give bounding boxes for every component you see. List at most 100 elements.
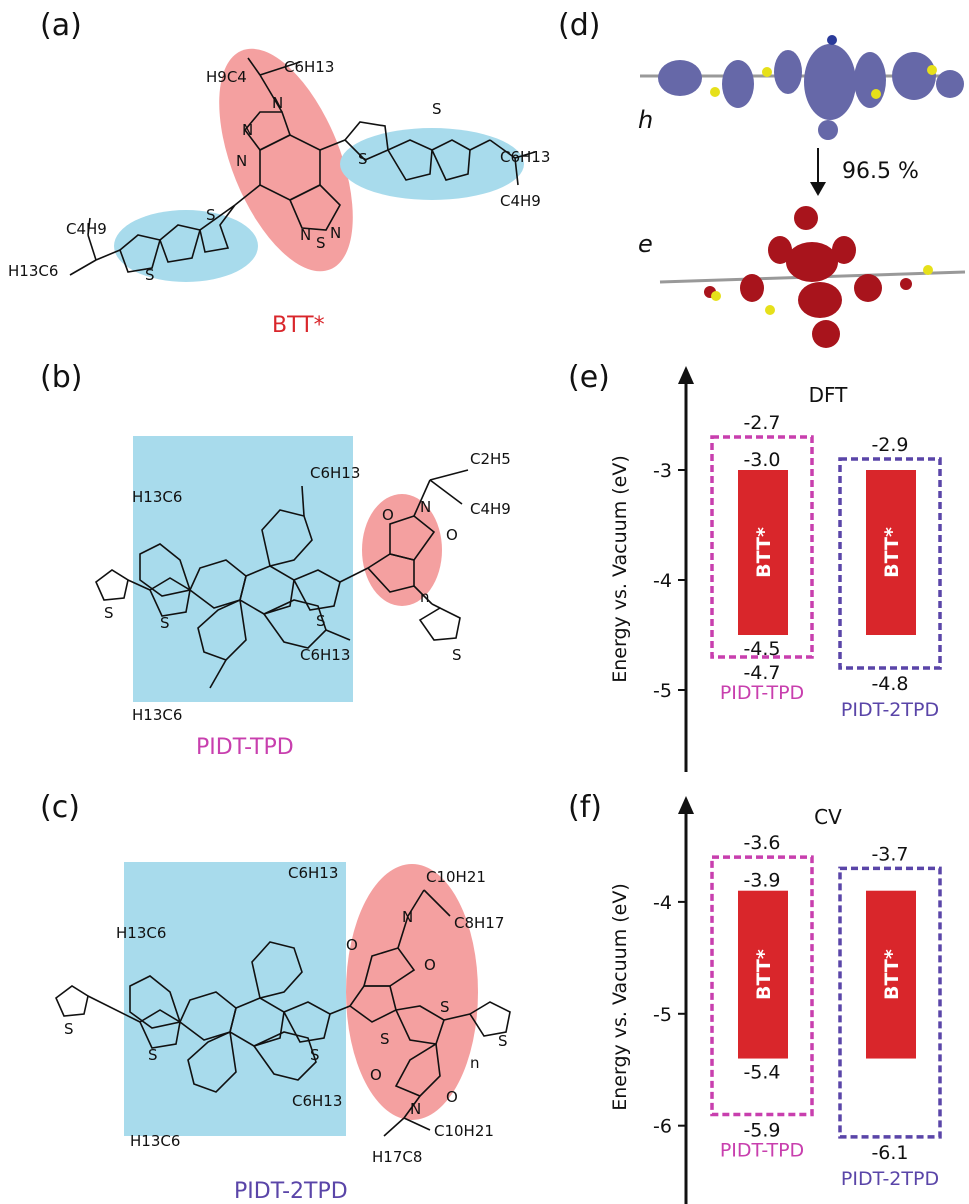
donor-homo-label-1: -6.1 — [871, 1142, 908, 1164]
y-axis-label: Energy vs. Vacuum (eV) — [609, 883, 631, 1111]
svg-text:S: S — [316, 234, 326, 252]
donor-box-0 — [710, 855, 814, 1117]
pidt-2tpd-molecule-diagram: S S S S S S O O O O N N n C6H13 H13C6 C6… — [55, 862, 511, 1204]
acceptor-name-1: BTT* — [881, 527, 903, 578]
donor-lumo-label-0: -2.7 — [743, 412, 780, 434]
donor-homo-label-0: -4.7 — [743, 662, 780, 684]
donor-lumo-label-0: -3.6 — [743, 832, 780, 854]
pidt-tpd-name-label: PIDT-TPD — [196, 735, 294, 760]
acceptor-bar-1 — [866, 890, 916, 1059]
panel-label-e: (e) — [568, 360, 610, 395]
btt-acceptor-highlight — [219, 48, 353, 272]
btt-molecule-diagram: N N N N N S S S S S H9C4 C6H13 C6H13 C4H… — [8, 48, 550, 338]
donor-name-0: PIDT-TPD — [720, 682, 804, 704]
svg-text:C2H5: C2H5 — [470, 450, 511, 468]
svg-text:C6H13: C6H13 — [284, 58, 334, 76]
svg-text:C6H13: C6H13 — [310, 464, 360, 482]
pidt-2tpd-name-label: PIDT-2TPD — [234, 1179, 348, 1204]
svg-text:C10H21: C10H21 — [434, 1122, 494, 1140]
svg-text:C6H13: C6H13 — [500, 148, 550, 166]
donor-homo-label-0: -5.9 — [743, 1119, 780, 1141]
svg-text:C6H13: C6H13 — [288, 864, 338, 882]
donor-name-0: PIDT-TPD — [720, 1139, 804, 1161]
svg-text:H13C6: H13C6 — [116, 924, 166, 942]
svg-text:O: O — [446, 526, 458, 544]
donor-box-1 — [838, 866, 942, 1139]
electron-label: e — [638, 230, 653, 258]
panel-label-a: (a) — [40, 8, 82, 43]
chart-title: DFT — [809, 383, 849, 407]
svg-text:C6H13: C6H13 — [300, 646, 350, 664]
svg-text:H9C4: H9C4 — [206, 68, 247, 86]
y-axis-arrowhead — [678, 796, 694, 814]
svg-text:O: O — [446, 1088, 458, 1106]
svg-text:H17C8: H17C8 — [372, 1148, 422, 1166]
svg-text:N: N — [242, 121, 253, 139]
panel-label-d: (d) — [558, 8, 601, 43]
svg-text:S: S — [148, 1046, 158, 1064]
btt-name-label: BTT* — [272, 313, 325, 338]
hole-label: h — [638, 106, 653, 134]
svg-text:C4H9: C4H9 — [470, 500, 511, 518]
acceptor-lumo-label: -3.0 — [743, 449, 780, 471]
svg-text:C4H9: C4H9 — [66, 220, 107, 238]
acceptor-bar-0 — [738, 470, 788, 635]
svg-text:C4H9: C4H9 — [500, 192, 541, 210]
svg-text:H13C6: H13C6 — [132, 488, 182, 506]
svg-text:O: O — [424, 956, 436, 974]
svg-text:S: S — [316, 612, 326, 630]
svg-text:O: O — [370, 1066, 382, 1084]
hole-orbital — [640, 35, 964, 140]
svg-text:S: S — [452, 646, 462, 664]
y-axis-arrowhead — [678, 366, 694, 384]
transition-percent: 96.5 % — [842, 159, 919, 184]
donor-box-0 — [710, 435, 814, 659]
panel-label-c: (c) — [40, 790, 80, 825]
donor-lumo-label-1: -2.9 — [871, 434, 908, 456]
svg-text:S: S — [432, 100, 442, 118]
pidt-tpd-molecule-diagram: S S S S O O N n C6H13 H13C6 C6H13 H13C6 … — [95, 436, 511, 760]
svg-text:S: S — [160, 614, 170, 632]
bithiophene-right-highlight — [340, 128, 524, 200]
pidt-donor-highlight — [133, 436, 353, 702]
y-axis-label: Energy vs. Vacuum (eV) — [609, 455, 631, 683]
svg-text:S: S — [64, 1020, 74, 1038]
donor-homo-label-1: -4.8 — [871, 673, 908, 695]
svg-text:H13C6: H13C6 — [130, 1132, 180, 1150]
svg-text:C8H17: C8H17 — [454, 914, 504, 932]
svg-text:N: N — [272, 94, 283, 112]
svg-text:H13C6: H13C6 — [132, 706, 182, 724]
panel-label-b: (b) — [40, 360, 83, 395]
y-tick-label-0: -4 — [653, 892, 672, 914]
svg-text:O: O — [346, 936, 358, 954]
acceptor-homo-label: -5.4 — [743, 1062, 780, 1084]
svg-text:S: S — [310, 1046, 320, 1064]
acceptor-bar-1 — [866, 470, 916, 635]
donor-name-1: PIDT-2TPD — [841, 1168, 939, 1190]
2tpd-acceptor-highlight — [346, 864, 478, 1120]
svg-text:n: n — [420, 588, 430, 606]
acceptor-name-0: BTT* — [753, 949, 775, 1000]
svg-text:S: S — [206, 206, 216, 224]
bithiophene-left-highlight — [114, 210, 258, 282]
svg-text:N: N — [330, 224, 341, 242]
y-tick-label-1: -4 — [653, 570, 672, 592]
chart-title: CV — [814, 805, 842, 829]
svg-text:N: N — [410, 1100, 421, 1118]
pidt-donor-highlight-2 — [124, 862, 346, 1136]
acceptor-name-0: BTT* — [753, 527, 775, 578]
svg-text:S: S — [380, 1030, 390, 1048]
svg-text:C10H21: C10H21 — [426, 868, 486, 886]
acceptor-bar-0 — [738, 890, 788, 1059]
y-tick-label-0: -3 — [653, 460, 672, 482]
acceptor-lumo-label: -3.9 — [743, 870, 780, 892]
panel-label-f: (f) — [568, 790, 602, 825]
donor-box-1 — [838, 457, 942, 670]
svg-text:S: S — [358, 150, 368, 168]
svg-text:C6H13: C6H13 — [292, 1092, 342, 1110]
donor-name-1: PIDT-2TPD — [841, 699, 939, 721]
svg-text:N: N — [300, 226, 311, 244]
electron-orbital — [659, 206, 966, 348]
acceptor-homo-label: -4.5 — [743, 638, 780, 660]
